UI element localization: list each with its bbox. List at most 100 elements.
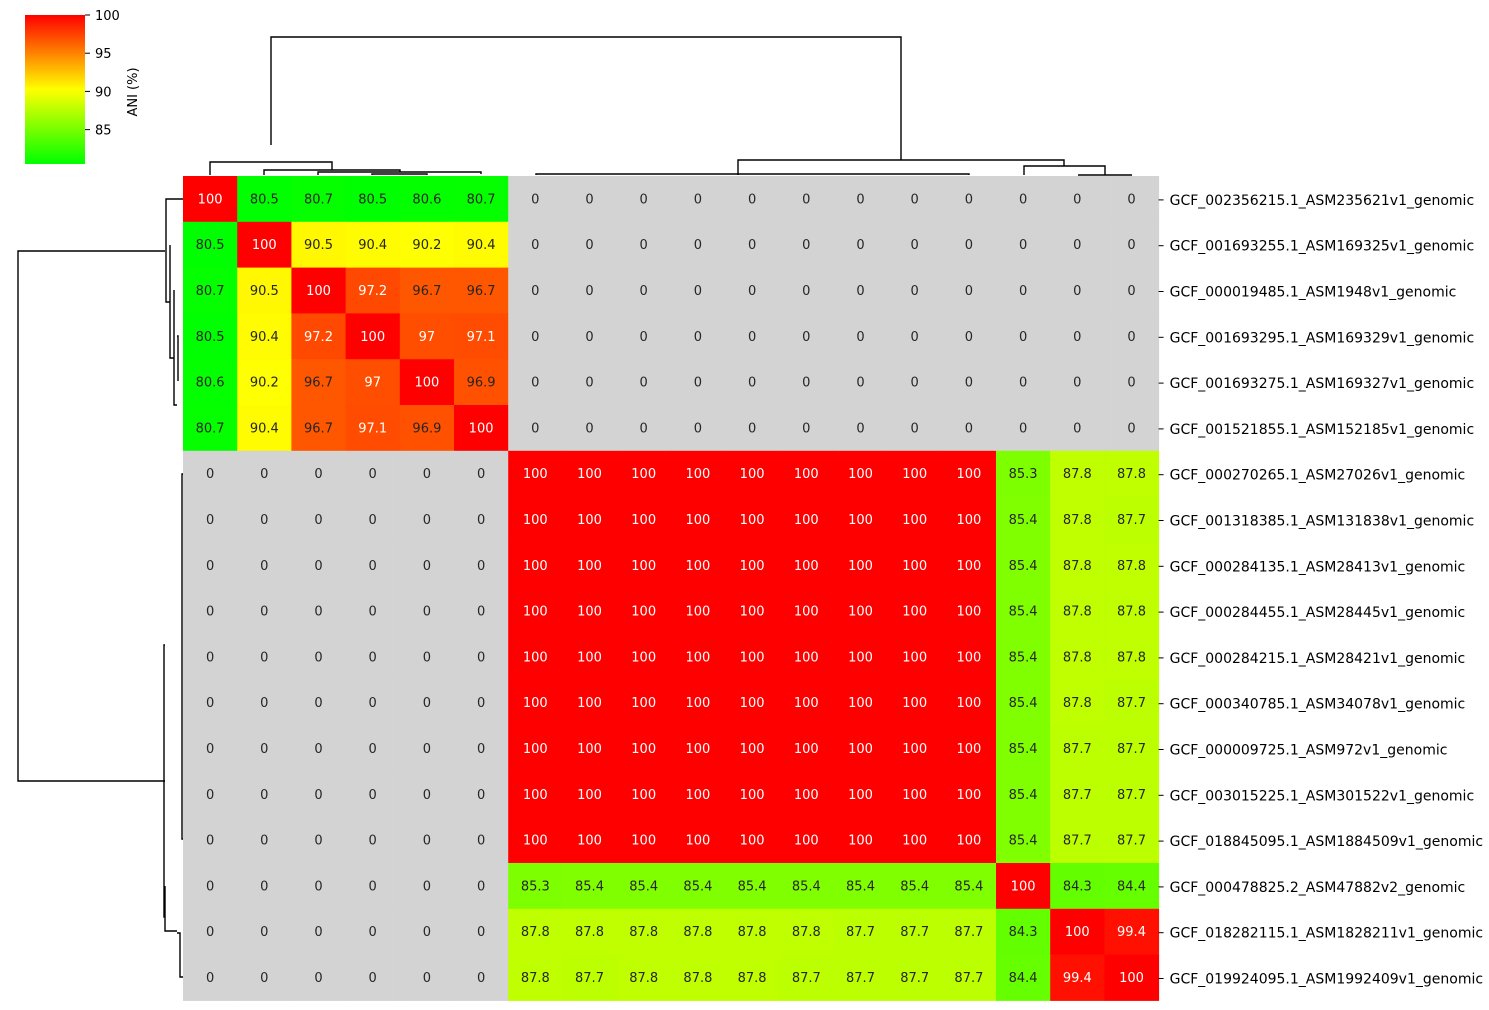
heatmap-cell-label: 97.1 [358, 421, 387, 436]
heatmap-cell-label: 80.6 [196, 376, 225, 391]
heatmap-cell-label: 0 [1019, 284, 1027, 299]
heatmap-cell-label: 0 [1073, 330, 1081, 345]
heatmap-cell-label: 0 [1019, 421, 1027, 436]
heatmap-cell-label: 0 [585, 192, 593, 207]
row-label: GCF_000270265.1_ASM27026v1_genomic [1170, 468, 1466, 484]
heatmap-cell [183, 313, 238, 360]
heatmap-cell-label: 100 [685, 513, 710, 528]
heatmap-cell-label: 0 [314, 605, 322, 620]
heatmap-cell-label: 87.8 [683, 971, 712, 986]
heatmap-cell [508, 725, 563, 772]
heatmap-cell-label: 87.8 [1117, 467, 1146, 482]
row-label: GCF_003015225.1_ASM301522v1_genomic [1170, 788, 1475, 804]
heatmap-cell-label: 0 [694, 421, 702, 436]
heatmap-cell [345, 267, 401, 314]
heatmap-cell-label: 0 [585, 330, 593, 345]
heatmap-cell [399, 221, 455, 269]
heatmap-cell-label: 100 [631, 788, 656, 803]
heatmap-cell-label: 100 [848, 513, 873, 528]
heatmap-cell [670, 954, 726, 1001]
heatmap-cell [941, 679, 997, 727]
heatmap-cell [1050, 908, 1105, 956]
heatmap-cell [670, 359, 726, 406]
row-label: GCF_001521855.1_ASM152185v1_genomic [1170, 422, 1475, 438]
heatmap-cell-label: 100 [848, 834, 873, 849]
heatmap-cell-label: 0 [531, 192, 539, 207]
heatmap-cell-label: 0 [260, 696, 268, 711]
heatmap-cell-label: 0 [423, 788, 431, 803]
heatmap-cell-label: 87.7 [792, 971, 821, 986]
heatmap-cell-label: 0 [585, 238, 593, 253]
heatmap-cell-label: 100 [740, 788, 765, 803]
heatmap-cell-label: 100 [685, 742, 710, 757]
heatmap-cell [399, 359, 455, 406]
heatmap-cell-label: 100 [956, 834, 981, 849]
heatmap-cell [1104, 771, 1160, 818]
heatmap-cell [508, 221, 563, 269]
heatmap-cell [345, 542, 401, 589]
heatmap-cell-label: 0 [1073, 421, 1081, 436]
heatmap-cell-label: 0 [477, 559, 485, 574]
heatmap-cell-label: 100 [685, 834, 710, 849]
heatmap-cell [399, 817, 455, 864]
heatmap-cell-label: 87.7 [900, 971, 929, 986]
heatmap-cell-label: 0 [856, 192, 864, 207]
row-label: GCF_018282115.1_ASM1828211v1_genomic [1170, 926, 1483, 942]
heatmap-cell-label: 100 [902, 650, 927, 665]
heatmap-cell [237, 176, 292, 223]
heatmap-cell [941, 588, 997, 635]
heatmap-cell [725, 450, 780, 498]
heatmap-cell [1050, 405, 1105, 452]
heatmap-cell-label: 0 [911, 284, 919, 299]
heatmap-cell-label: 100 [956, 696, 981, 711]
heatmap-cell-label: 0 [314, 696, 322, 711]
heatmap-cell [833, 405, 889, 452]
heatmap-cell-label: 80.6 [412, 192, 441, 207]
heatmap-cell [237, 954, 292, 1001]
heatmap-cell [833, 954, 889, 1001]
heatmap-cell-label: 100 [902, 605, 927, 620]
heatmap-cell-label: 0 [477, 925, 485, 940]
heatmap-cell-label: 0 [206, 650, 214, 665]
heatmap-cell [616, 405, 672, 452]
heatmap-cell-label: 100 [577, 467, 602, 482]
heatmap-cell-label: 0 [748, 376, 756, 391]
heatmap-cell [237, 542, 292, 589]
heatmap-cell-label: 100 [1119, 971, 1144, 986]
heatmap-cell [237, 908, 292, 956]
heatmap-cell-label: 0 [911, 238, 919, 253]
heatmap-cell-label: 100 [577, 605, 602, 620]
heatmap-cell [725, 313, 780, 360]
heatmap-cell-label: 100 [577, 650, 602, 665]
heatmap-cell-label: 0 [856, 330, 864, 345]
heatmap-cell-label: 85.4 [1009, 513, 1038, 528]
heatmap-cell-label: 0 [965, 376, 973, 391]
heatmap-cell [454, 725, 509, 772]
heatmap-cell-label: 87.7 [1117, 788, 1146, 803]
heatmap-cell [237, 221, 292, 269]
heatmap-cell [1104, 359, 1160, 406]
heatmap-cell-label: 0 [911, 376, 919, 391]
heatmap-cell-label: 0 [206, 834, 214, 849]
heatmap-cell-label: 0 [260, 742, 268, 757]
heatmap-cell [454, 908, 509, 956]
heatmap-cell-label: 100 [902, 696, 927, 711]
heatmap-cell [345, 588, 401, 635]
row-label: GCF_000009725.1_ASM972v1_genomic [1170, 743, 1448, 759]
heatmap-cell-label: 0 [640, 330, 648, 345]
heatmap-cell-label: 0 [802, 284, 810, 299]
heatmap-cell-label: 87.8 [521, 925, 550, 940]
heatmap-cell [1104, 405, 1160, 452]
heatmap-cell [562, 496, 618, 543]
heatmap-cell [941, 771, 997, 818]
heatmap-cell-label: 100 [902, 467, 927, 482]
heatmap-cell-label: 87.8 [629, 925, 658, 940]
heatmap-cell-label: 90.4 [358, 238, 387, 253]
heatmap-cell [454, 542, 509, 589]
heatmap-cell [291, 725, 347, 772]
heatmap-cell [562, 725, 618, 772]
heatmap-cell [291, 863, 347, 910]
heatmap-cell-label: 0 [260, 605, 268, 620]
heatmap-cell [345, 679, 401, 727]
heatmap-cell [887, 588, 943, 635]
